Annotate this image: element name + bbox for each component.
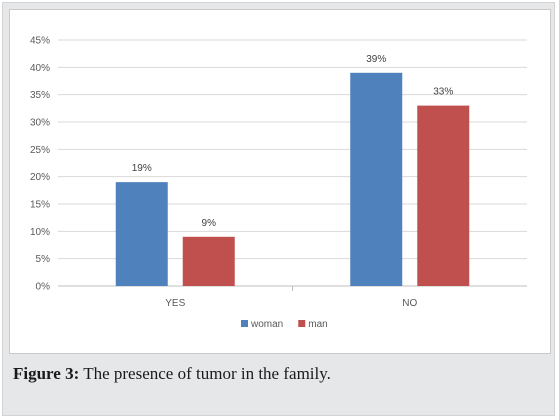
bar-woman-no [350,72,403,286]
y-tick-label: 20% [30,172,50,183]
y-tick-label: 35% [30,90,50,101]
legend-label-man: man [308,319,327,330]
y-tick-label: 0% [36,282,51,293]
figure-frame: 0% 5% 10% 15% 20% 25% 30% 35% 40% 45% 19% 9% YES 39% 3… [2,2,555,416]
category-label-yes: YES [165,298,185,309]
data-label: 19% [132,163,152,174]
legend-swatch-man [298,320,306,327]
data-label: 33% [433,87,453,98]
bar-man-yes [182,236,235,286]
legend-label-woman: woman [250,319,283,330]
y-tick-label: 40% [30,63,50,74]
caption-label: Figure 3: [13,364,80,383]
chart-area: 0% 5% 10% 15% 20% 25% 30% 35% 40% 45% 19% 9% YES 39% 3… [9,9,551,354]
y-tick-label: 15% [30,200,50,211]
legend-swatch-woman [241,320,248,327]
data-label: 39% [366,54,386,65]
category-label-no: NO [402,298,417,309]
y-tick-label: 10% [30,227,50,238]
y-tick-label: 45% [30,36,50,47]
data-label: 9% [202,218,217,229]
caption-text: The presence of tumor in the family. [79,364,331,383]
y-tick-label: 25% [30,145,50,156]
bar-chart: 0% 5% 10% 15% 20% 25% 30% 35% 40% 45% 19% 9% YES 39% 3… [30,36,527,330]
bar-woman-yes [115,182,168,286]
bar-man-no [417,105,470,286]
figure-caption: Figure 3: The presence of tumor in the f… [13,364,331,384]
y-tick-label: 5% [36,254,51,265]
y-tick-label: 30% [30,118,50,129]
